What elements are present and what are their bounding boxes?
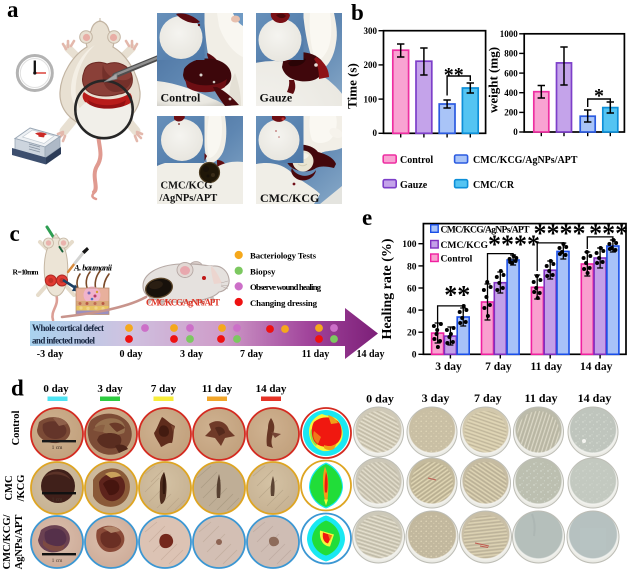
svg-text:1 cm: 1 cm (52, 497, 64, 503)
svg-text:CMC/KCG/AgNPs/APT: CMC/KCG/AgNPs/APT (473, 155, 578, 166)
svg-text:0: 0 (412, 351, 417, 361)
svg-text:0 day: 0 day (366, 392, 394, 406)
svg-text:CMC/KCG/: CMC/KCG/ (2, 514, 13, 570)
svg-text:3 day: 3 day (435, 361, 462, 373)
svg-text:1000: 1000 (500, 29, 519, 39)
svg-text:14 day: 14 day (356, 349, 384, 360)
svg-text:Healing rate (%): Healing rate (%) (380, 238, 395, 339)
svg-text:Gauze: Gauze (260, 91, 293, 105)
svg-text:CMC/KCG: CMC/KCG (441, 240, 489, 251)
svg-text:CMC/KCG/AgNPs/APT: CMC/KCG/AgNPs/APT (441, 224, 531, 235)
svg-text:Observe wound healing: Observe wound healing (250, 282, 322, 292)
svg-text:a: a (7, 0, 19, 22)
svg-text:/KCG: /KCG (16, 475, 27, 503)
svg-text:/AgNPs/APT: /AgNPs/APT (159, 193, 218, 204)
svg-text:Control: Control (161, 91, 201, 105)
svg-text:CMC/KCG/AgNPs/APT: CMC/KCG/AgNPs/APT (146, 298, 220, 308)
svg-text:0 day: 0 day (119, 349, 142, 360)
svg-text:11 day: 11 day (302, 349, 330, 360)
svg-text:1 cm: 1 cm (52, 558, 64, 564)
svg-text:200: 200 (364, 60, 378, 70)
svg-text:60: 60 (407, 284, 417, 294)
svg-text:0: 0 (513, 127, 518, 137)
svg-text:200: 200 (504, 108, 518, 118)
svg-text:14 day: 14 day (580, 361, 613, 373)
svg-text:Biopsy: Biopsy (250, 266, 276, 276)
svg-text:400: 400 (504, 88, 518, 98)
svg-text:14 day: 14 day (256, 383, 287, 395)
svg-text:600: 600 (504, 68, 518, 78)
svg-text:and infected model: and infected model (32, 336, 95, 346)
svg-text:d: d (11, 376, 24, 401)
svg-text:7 day: 7 day (151, 383, 177, 395)
svg-text:0: 0 (373, 128, 378, 138)
svg-text:CMC/KCG: CMC/KCG (161, 181, 213, 192)
svg-text:****: **** (534, 219, 586, 248)
svg-text:Changing dressing: Changing dressing (250, 298, 318, 308)
svg-text:CMC/KCG: CMC/KCG (260, 191, 319, 205)
svg-text:3 day: 3 day (97, 383, 123, 395)
svg-text:Control: Control (11, 411, 22, 446)
svg-text:AgNPs/APT: AgNPs/APT (14, 515, 25, 570)
svg-text:1 cm: 1 cm (52, 445, 64, 451)
svg-text:b: b (351, 0, 364, 25)
svg-text:800: 800 (504, 49, 518, 59)
svg-text:3 day: 3 day (180, 349, 203, 360)
svg-text:*: * (594, 85, 604, 107)
svg-text:11 day: 11 day (530, 361, 562, 373)
svg-text:A. baumanii: A. baumanii (73, 263, 113, 273)
svg-text:***: *** (589, 219, 628, 248)
svg-text:0 day: 0 day (43, 383, 69, 395)
svg-text:CMC/CR: CMC/CR (473, 180, 515, 191)
svg-text:20: 20 (407, 329, 417, 339)
svg-text:Time (s): Time (s) (345, 63, 360, 109)
svg-text:R = 10 mm: R = 10 mm (13, 268, 40, 277)
svg-text:40: 40 (407, 307, 417, 317)
svg-text:7 day: 7 day (485, 361, 512, 373)
svg-text:11 day: 11 day (202, 383, 233, 395)
svg-text:**: ** (444, 281, 470, 310)
svg-text:11 day: 11 day (524, 391, 557, 405)
svg-text:100: 100 (364, 94, 378, 104)
svg-text:300: 300 (364, 26, 378, 36)
svg-text:e: e (362, 205, 372, 230)
svg-text:Whole cortical defect: Whole cortical defect (32, 323, 104, 333)
svg-text:14 day: 14 day (578, 391, 612, 405)
svg-text:****: **** (488, 230, 540, 259)
svg-text:7 day: 7 day (474, 391, 502, 405)
svg-text:c: c (10, 221, 20, 246)
svg-text:CMC: CMC (4, 475, 15, 500)
svg-text:Bacteriology Tests: Bacteriology Tests (250, 251, 317, 261)
svg-text:3 day: 3 day (422, 391, 450, 405)
svg-text:7 day: 7 day (240, 349, 263, 360)
svg-text:Gauze: Gauze (400, 180, 428, 191)
svg-text:-3 day: -3 day (37, 349, 63, 360)
svg-text:Control: Control (441, 254, 473, 265)
svg-text:weight (mg): weight (mg) (486, 47, 501, 113)
svg-text:Control: Control (400, 155, 433, 166)
svg-text:100: 100 (402, 240, 417, 250)
svg-text:80: 80 (407, 262, 417, 272)
svg-text:**: ** (444, 64, 464, 86)
